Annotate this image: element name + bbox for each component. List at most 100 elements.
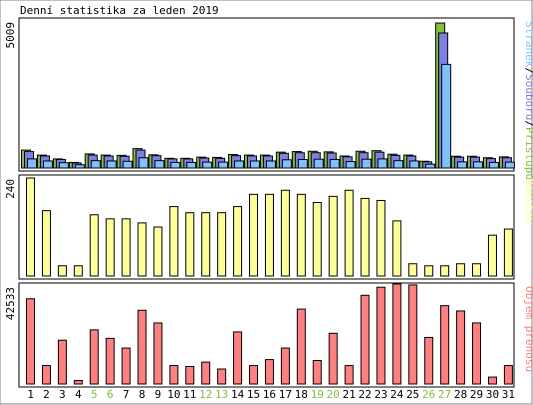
bar-stránek-day-3: [58, 162, 69, 169]
x-tick-label: 13: [215, 388, 228, 401]
bar-traffic-day-3: [57, 339, 67, 385]
bar-traffic-day-25: [408, 284, 418, 385]
bar-stránek-day-16: [265, 160, 276, 169]
bar-traffic-day-2: [41, 365, 51, 385]
x-tick-label: 19: [311, 388, 324, 401]
x-tick-label: 7: [123, 388, 130, 401]
bar-visits-day-30: [487, 234, 497, 277]
bar-visits-day-13: [217, 212, 227, 277]
bar-visits-day-18: [296, 193, 306, 277]
bar-traffic-day-30: [487, 376, 497, 385]
bar-stránek-day-23: [377, 158, 388, 169]
bar-visits-day-9: [153, 226, 163, 277]
bar-traffic-day-24: [392, 283, 402, 385]
bar-visits-day-11: [185, 212, 195, 277]
y-max-label: 5009: [4, 22, 17, 49]
bar-stránek-day-5: [90, 160, 101, 169]
panel-frame: [18, 17, 515, 172]
panel-frame: [18, 282, 515, 388]
bar-stránek-day-12: [202, 161, 213, 169]
bar-visits-day-10: [169, 206, 179, 277]
bar-visits-day-23: [376, 199, 386, 277]
bar-traffic-day-22: [360, 294, 370, 385]
bar-traffic-day-29: [472, 322, 482, 385]
bar-stránek-day-7: [122, 160, 133, 169]
bar-visits-day-25: [408, 263, 418, 277]
x-tick-label: 23: [374, 388, 387, 401]
bar-visits-day-24: [392, 220, 402, 277]
bar-visits-day-7: [121, 218, 131, 277]
y-max-label: 240: [4, 179, 17, 199]
bar-stránek-day-19: [313, 158, 324, 169]
bar-stránek-day-31: [504, 161, 515, 169]
chart-title: Denní statistika za leden 2019: [20, 4, 219, 17]
bar-stránek-day-10: [170, 161, 181, 169]
x-tick-label: 17: [279, 388, 292, 401]
bar-stránek-day-11: [186, 161, 197, 169]
panel-visits: 240 Návštěv: [4, 174, 533, 280]
x-tick-label: 29: [470, 388, 483, 401]
x-tick-label: 11: [183, 388, 196, 401]
bar-visits-day-31: [503, 228, 513, 277]
bar-traffic-day-6: [105, 337, 115, 385]
x-tick-label: 16: [263, 388, 276, 401]
bar-stránek-day-28: [457, 161, 468, 169]
x-tick-label: 6: [107, 388, 114, 401]
bar-stránek-day-17: [281, 159, 292, 169]
bar-stránek-day-20: [329, 158, 340, 169]
legend-entry: /: [523, 120, 533, 127]
bar-visits-day-17: [280, 189, 290, 277]
bar-stránek-day-29: [473, 161, 484, 169]
bar-traffic-day-17: [280, 347, 290, 385]
bar-traffic-day-15: [249, 365, 259, 385]
legend-entry: Objem přenosu: [523, 286, 533, 372]
x-tick-label: 24: [390, 388, 404, 401]
bar-visits-day-16: [264, 193, 274, 277]
bar-visits-day-20: [328, 195, 338, 277]
bar-traffic-day-26: [424, 336, 434, 385]
bar-traffic-day-31: [503, 365, 513, 385]
bar-stránek-day-18: [297, 158, 308, 169]
x-tick-label: 28: [454, 388, 467, 401]
legend-entry: Návštěv: [523, 178, 533, 225]
bar-visits-day-5: [89, 214, 99, 277]
bar-visits-day-27: [440, 265, 450, 277]
x-tick-label: 15: [247, 388, 260, 401]
bar-visits-day-15: [249, 193, 259, 277]
x-tick-label: 27: [438, 388, 451, 401]
bar-visits-day-29: [472, 263, 482, 277]
x-tick-label: 21: [342, 388, 355, 401]
x-tick-label: 20: [327, 388, 340, 401]
x-tick-label: 25: [406, 388, 419, 401]
x-tick-label: 3: [59, 388, 66, 401]
bar-traffic-day-11: [185, 365, 195, 385]
bar-stránek-day-6: [106, 160, 117, 169]
legend: Stránek/Souborů/Přístupů: [523, 21, 533, 180]
bar-traffic-day-8: [137, 309, 147, 385]
bar-stránek-day-1: [27, 158, 37, 169]
bar-traffic-day-5: [89, 329, 99, 385]
bar-traffic-day-18: [296, 308, 306, 385]
legend: Objem přenosu: [523, 286, 533, 372]
x-axis-labels: 1 2 3 4 5 6 7 8 9 10 11 12 13 14 15 16 17 18 19 20 21 22 23 24 2…: [27, 388, 515, 401]
x-tick-label: 10: [167, 388, 180, 401]
bar-visits-day-4: [73, 265, 83, 277]
x-tick-label: 8: [139, 388, 146, 401]
panel-frame: [18, 174, 515, 280]
chart-panels: 5009Stránek/Souborů/Přístupů240Návštěv42…: [4, 17, 533, 388]
bar-visits-day-28: [456, 263, 466, 277]
bar-traffic-day-20: [328, 332, 338, 385]
bar-traffic-day-9: [153, 322, 163, 385]
x-tick-label: 22: [358, 388, 371, 401]
panel-hits-files-pages: 5009 Stránek/Souborů/Přístupů: [4, 17, 533, 180]
legend-entry: Přístupů: [523, 127, 533, 180]
x-tick-label: 2: [43, 388, 50, 401]
bar-stránek-day-14: [234, 160, 245, 169]
bar-visits-day-21: [344, 189, 354, 277]
bar-stránek-day-24: [393, 160, 404, 169]
bar-traffic-day-27: [440, 305, 450, 385]
bar-traffic-day-12: [201, 361, 211, 385]
bar-visits-day-12: [201, 212, 211, 277]
